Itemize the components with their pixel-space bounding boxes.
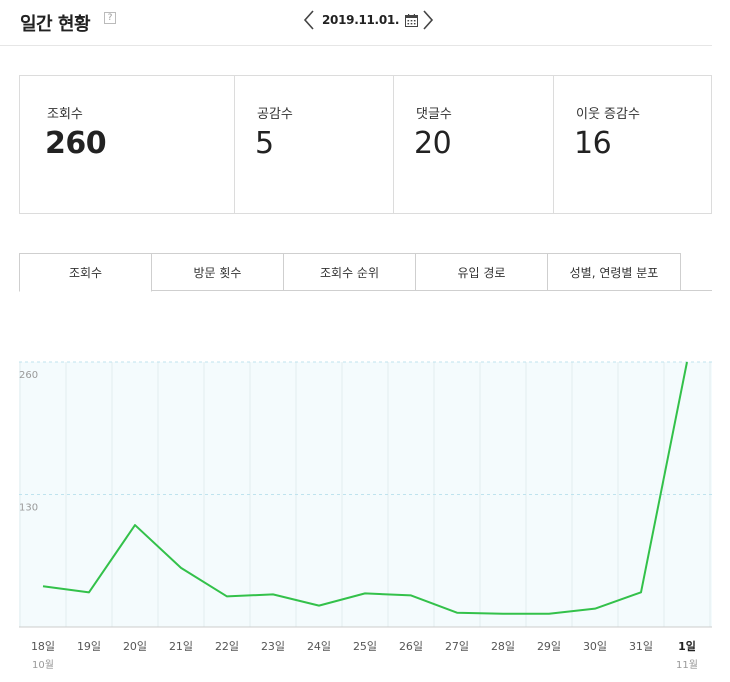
x-tick-label: 18일 (31, 639, 55, 653)
x-tick-label: 26일 (399, 639, 423, 653)
views-line (42, 361, 688, 615)
x-tick-label: 27일 (445, 639, 469, 653)
stat-comments: 댓글수 20 (394, 76, 554, 213)
tab-visit-count[interactable]: 방문 횟수 (152, 253, 284, 291)
tab-referrer[interactable]: 유입 경로 (416, 253, 548, 291)
calendar-icon[interactable] (403, 12, 419, 28)
stat-label: 조회수 (47, 107, 83, 122)
help-icon[interactable]: ? (104, 12, 116, 24)
y-tick-label: 260 (19, 370, 38, 381)
current-date: 2019.11.01. (322, 13, 400, 27)
x-tick-label: 23일 (261, 639, 285, 653)
tab-views-rank[interactable]: 조회수 순위 (284, 253, 416, 291)
x-tick-label: 30일 (583, 639, 607, 653)
header: 일간 현황 ? 2019.11.01. (0, 0, 712, 46)
line-chart: 130 260 18일 19일 20일 21일 22일 23일 24일 25일 26일 27일 28일 2… (19, 361, 712, 671)
x-tick-label: 29일 (537, 639, 561, 653)
x-tick-label: 20일 (123, 639, 147, 653)
chevron-left-icon[interactable] (300, 7, 318, 33)
stat-likes: 공감수 5 (235, 76, 394, 213)
month-label: 10월 (32, 659, 54, 671)
date-navigator: 2019.11.01. (300, 6, 437, 34)
x-tick-label: 21일 (169, 639, 193, 653)
stat-views: 조회수 260 (20, 76, 235, 213)
x-tick-label: 24일 (307, 639, 331, 653)
tab-gender-age[interactable]: 성별, 연령별 분포 (548, 253, 681, 291)
x-tick-label: 28일 (491, 639, 515, 653)
views-chart: 130 260 18일 19일 20일 21일 22일 23일 24일 25일 26일 27일 28일 2… (0, 340, 730, 682)
page-title: 일간 현황 (20, 14, 91, 35)
stat-value: 260 (45, 126, 107, 161)
stat-label: 이웃 증감수 (576, 107, 640, 122)
stat-neighbors: 이웃 증감수 16 (554, 76, 711, 213)
x-tick-label: 31일 (629, 639, 653, 653)
chevron-right-icon[interactable] (419, 7, 437, 33)
x-tick-label: 1일 (678, 639, 696, 653)
y-tick-label: 130 (19, 503, 38, 514)
stat-value: 5 (255, 126, 274, 161)
x-tick-label: 22일 (215, 639, 239, 653)
tab-bar: 조회수 방문 횟수 조회수 순위 유입 경로 성별, 연령별 분포 (19, 253, 712, 292)
stat-value: 20 (414, 126, 452, 161)
x-tick-label: 19일 (77, 639, 101, 653)
stats-summary: 조회수 260 공감수 5 댓글수 20 이웃 증감수 16 (19, 75, 712, 214)
stat-value: 16 (574, 126, 612, 161)
stat-label: 공감수 (257, 107, 293, 122)
month-label: 11월 (676, 659, 698, 671)
stat-label: 댓글수 (416, 107, 452, 122)
x-tick-label: 25일 (353, 639, 377, 653)
tab-views[interactable]: 조회수 (19, 253, 152, 292)
